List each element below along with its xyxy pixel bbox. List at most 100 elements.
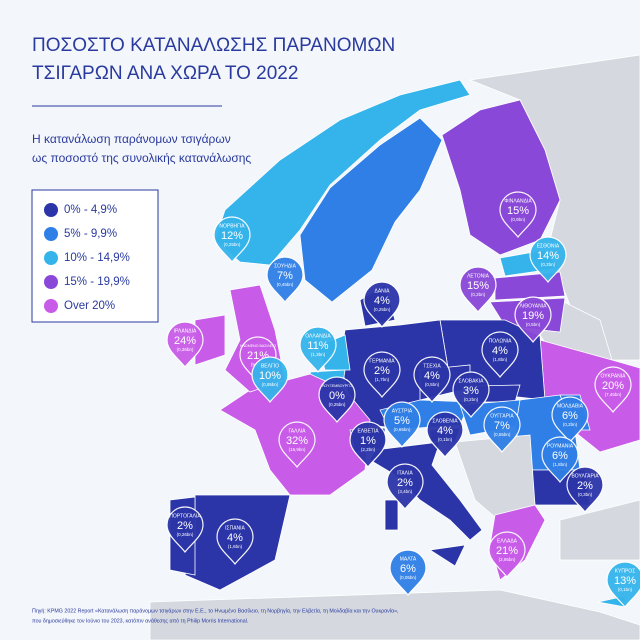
pin-marker [499, 191, 537, 238]
pin-country: ΠΟΛΩΝΙΑ [489, 338, 512, 344]
legend: 0% - 4,9% 5% - 9,9% 10% - 14,9% 15% - 19,9%… [44, 203, 130, 313]
pin-volume: (16,9bn) [289, 447, 306, 452]
pin-volume: (0,2bn) [563, 422, 578, 427]
pin-volume: (1,8bn) [553, 462, 568, 467]
title-line: ΤΣΙΓΑΡΩΝ ΑΝΑ ΧΩΡΑ ΤΟ 2022 [32, 63, 298, 84]
pin-volume: (0,2bn) [471, 292, 486, 297]
pin-marker [166, 506, 204, 553]
pin-percent: 6% [400, 563, 416, 575]
pin-marker [541, 436, 579, 483]
legend-label: 10% - 14,9% [64, 252, 130, 264]
pin-marker [386, 463, 424, 510]
pin-volume: (1,7bn) [375, 377, 390, 382]
pin-volume: (0,25bn) [374, 307, 391, 312]
sicily [428, 544, 466, 567]
pin-marker [299, 326, 337, 373]
pin-percent: 15% [467, 280, 489, 292]
pin-country: ΙΤΑΛΙΑ [397, 470, 413, 476]
pin-percent: 32% [286, 435, 308, 447]
pin-country: ΕΣΘΟΝΙΑ [537, 243, 560, 249]
pin-percent: 15% [507, 205, 529, 217]
subtitle-line: ως ποσοστό της συνολικής κατανάλωσης [32, 151, 251, 165]
pin-volume: (0,05bn) [400, 575, 417, 580]
pin-country: ΓΑΛΛΙΑ [288, 428, 306, 434]
pin-marker [278, 421, 316, 468]
pin-percent: 2% [577, 480, 593, 492]
legend-swatch [44, 251, 58, 265]
pin-volume: (0,5bn) [425, 382, 440, 387]
legend-label: 5% - 9,9% [64, 228, 117, 240]
pin: ΛΟΥΞΕΜΒΟΥΡΓΟ 0%(0,25bn) [318, 376, 356, 423]
pin-country: ΛΟΥΞΕΜΒΟΥΡΓΟ [322, 384, 352, 388]
pin-percent: 1% [360, 435, 376, 447]
pin-volume: (3,4bn) [398, 489, 413, 494]
pin-marker [594, 366, 632, 413]
pin-marker [216, 518, 254, 565]
norway [214, 79, 471, 266]
pins: ΝΟΡΒΗΓΙΑ12%(0,25bn)ΣΟΥΗΔΙΑ7%(0,45bn)ΦΙΝΛ… [166, 191, 640, 608]
pin-country: ΒΕΛΓΙΟ [261, 363, 279, 369]
pin-percent: 3% [463, 385, 479, 397]
pin-volume: (0,1bn) [438, 437, 453, 442]
legend-swatch [44, 275, 58, 289]
pin-percent: 4% [492, 345, 508, 357]
pin-percent: 24% [174, 335, 196, 347]
legend-swatch [44, 203, 58, 217]
legend-label: 0% - 4,9% [64, 204, 117, 216]
pin-volume: (0,95bn) [262, 382, 279, 387]
sardinia [384, 499, 399, 531]
pin-volume: (1,8bn) [493, 357, 508, 362]
turkey [559, 499, 640, 561]
pin-volume: (0,3bn) [578, 492, 593, 497]
pin-volume: (0,55bn) [494, 432, 511, 437]
pin-country: ΜΟΛΔΑΒΙΑ [557, 403, 584, 409]
pin-country: ΕΛΒΕΤΙΑ [357, 428, 379, 434]
pin-percent: 4% [424, 370, 440, 382]
pin-marker [213, 216, 251, 263]
pin-country: ΦΙΝΛΑΝΔΙΑ [504, 198, 532, 204]
africa [149, 589, 640, 640]
legend-swatch [44, 299, 58, 313]
source-line: που δημοσιεύθηκε τον Ιούνιο του 2023, κα… [32, 617, 248, 624]
title-line: ΠΟΣΟΣΤΟ ΚΑΤΑΝΑΛΩΣΗΣ ΠΑΡΑΝΟΜΩΝ [32, 35, 395, 56]
pin-marker [251, 356, 289, 403]
pin-percent: 10% [259, 370, 281, 382]
pin-percent: 4% [374, 295, 390, 307]
pin-country: ΔΑΝΙΑ [374, 288, 390, 294]
pin-country: ΟΛΛΑΝΔΙΑ [305, 333, 331, 339]
pin-country: ΑΥΣΤΡΙΑ [392, 408, 413, 414]
pin-marker [529, 236, 567, 283]
pin-percent: 11% [307, 340, 328, 352]
pin-marker [266, 256, 304, 303]
pin-marker [483, 406, 521, 453]
pin-volume: (0,25bn) [224, 242, 241, 247]
pin-volume: (1,6bn) [228, 544, 243, 549]
pin-country: ΙΡΛΑΝΔΙΑ [174, 328, 197, 334]
pin-percent: 4% [227, 532, 243, 544]
pin-volume: (0,1bn) [618, 587, 633, 592]
legend-label: 15% - 19,9% [64, 276, 130, 288]
pin-country: ΣΛΟΒΑΚΙΑ [459, 378, 485, 384]
pin-country: ΜΑΛΤΑ [400, 556, 417, 562]
pin-country: ΟΥΚΡΑΝΙΑ [600, 373, 626, 379]
pin-volume: (0,9bn) [511, 217, 526, 222]
pin-marker [488, 531, 526, 578]
pin-marker [363, 351, 401, 398]
pin-country: ΛΙΘΟΥΑΝΙΑ [520, 303, 548, 309]
pin-marker [452, 371, 490, 418]
